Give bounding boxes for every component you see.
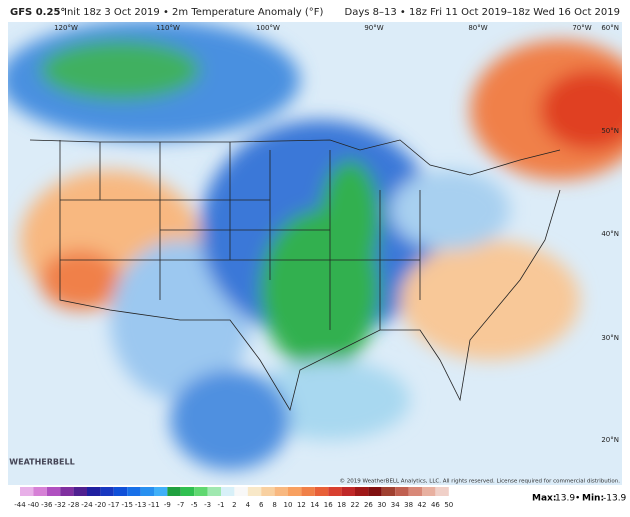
colorbar-swatch [127,487,141,496]
colorbar-tick-label: 30 [377,501,386,509]
colorbar-swatch [154,487,168,496]
colorbar-tick-label: -36 [41,501,53,509]
colorbar-tick-label: 10 [284,501,293,509]
lon-label: 80°W [468,24,487,32]
min-label: Min: [582,494,604,504]
colorbar-tick-label: 14 [310,501,319,509]
colorbar-swatch [60,487,74,496]
max-label: Max: [532,494,556,504]
colorbar-swatch [341,487,355,496]
colorbar-swatch [46,487,61,496]
colorbar-tick-label: -15 [121,501,132,509]
colorbar-tick-label: -32 [54,501,65,509]
logo: WEATHERBELL [9,458,74,467]
lat-label: 60°N [601,24,619,32]
colorbar-swatch [422,487,436,496]
colorbar-swatch [73,487,87,496]
colorbar-tick-label: -1 [218,501,225,509]
lon-label: 70°W [572,24,591,32]
colorbar-swatch [234,487,248,496]
lon-label: 100°W [256,24,280,32]
colorbar-swatch [20,487,34,496]
colorbar-tick-label: 12 [297,501,306,509]
lat-label: 40°N [601,230,619,238]
colorbar-swatch [355,487,369,496]
colorbar-swatch [194,487,208,496]
copyright: © 2019 WeatherBELL Analytics, LLC. All r… [340,478,621,485]
init-title: Init 18z 3 Oct 2019 • 2m Temperature Ano… [64,7,324,18]
colorbar-tick-label: 4 [246,501,251,509]
colorbar-tick-label: 34 [391,501,400,509]
lon-label: 90°W [364,24,383,32]
colorbar-swatch [87,487,101,496]
colorbar: -44 -40 -36 -32 -28 -24 -20 -17 -15 -13 -11 -9 -7 -5-… [14,487,453,509]
colorbar-tick-label: -11 [148,501,159,509]
model-title: GFS 0.25° [10,7,65,18]
colorbar-swatch [314,487,329,496]
colorbar-swatch [207,487,221,496]
colorbar-swatch [274,487,288,496]
colorbar-tick-label: 2 [232,501,236,509]
colorbar-tick-label: 6 [259,501,264,509]
colorbar-swatch [247,487,262,496]
lat-label: 20°N [601,436,619,444]
colorbar-tick-label: 16 [324,501,333,509]
colorbar-tick-label: 22 [351,501,360,509]
colorbar-tick-label: 38 [404,501,413,509]
colorbar-swatch [328,487,342,496]
colorbar-tick-label: -9 [164,501,171,509]
colorbar-tick-label: -17 [108,501,119,509]
colorbar-swatch [33,487,47,496]
colorbar-swatch [140,487,154,496]
colorbar-swatch [408,487,422,496]
colorbar-tick-label: 46 [431,501,440,509]
colorbar-tick-label: -40 [28,501,39,509]
colorbar-tick-label: 26 [364,501,373,509]
separator: • [575,494,580,504]
colorbar-tick-label: -13 [135,501,146,509]
colorbar-swatch [368,487,382,496]
colorbar-tick-label: -20 [95,501,106,509]
colorbar-swatch [221,487,235,496]
colorbar-tick-label: -3 [204,501,211,509]
valid-title: Days 8–13 • 18z Fri 11 Oct 2019–18z Wed … [345,7,621,18]
colorbar-tick-label: -5 [191,501,198,509]
colorbar-swatch [180,487,195,496]
colorbar-swatch [395,487,409,496]
colorbar-tick-label: 50 [444,501,453,509]
colorbar-swatch [167,487,181,496]
lon-label: 120°W [54,24,78,32]
min-value: -13.9 [603,494,627,504]
colorbar-swatch [301,487,315,496]
colorbar-tick-label: -24 [81,501,93,509]
colorbar-tick-label: -44 [14,501,26,509]
lon-label: 110°W [156,24,180,32]
lat-label: 30°N [601,334,619,342]
colorbar-swatch [261,487,275,496]
colorbar-tick-label: 42 [418,501,427,509]
colorbar-tick-label: 18 [337,501,346,509]
colorbar-swatch [288,487,302,496]
colorbar-tick-label: 8 [272,501,276,509]
colorbar-tick-label: -7 [177,501,184,509]
colorbar-swatch [435,487,449,496]
max-value: 13.9 [555,494,575,504]
colorbar-swatch [113,487,128,496]
colorbar-tick-label: -28 [68,501,79,509]
colorbar-swatch [381,487,396,496]
colorbar-swatch [100,487,114,496]
lat-label: 50°N [601,127,619,135]
map-field [8,22,622,485]
